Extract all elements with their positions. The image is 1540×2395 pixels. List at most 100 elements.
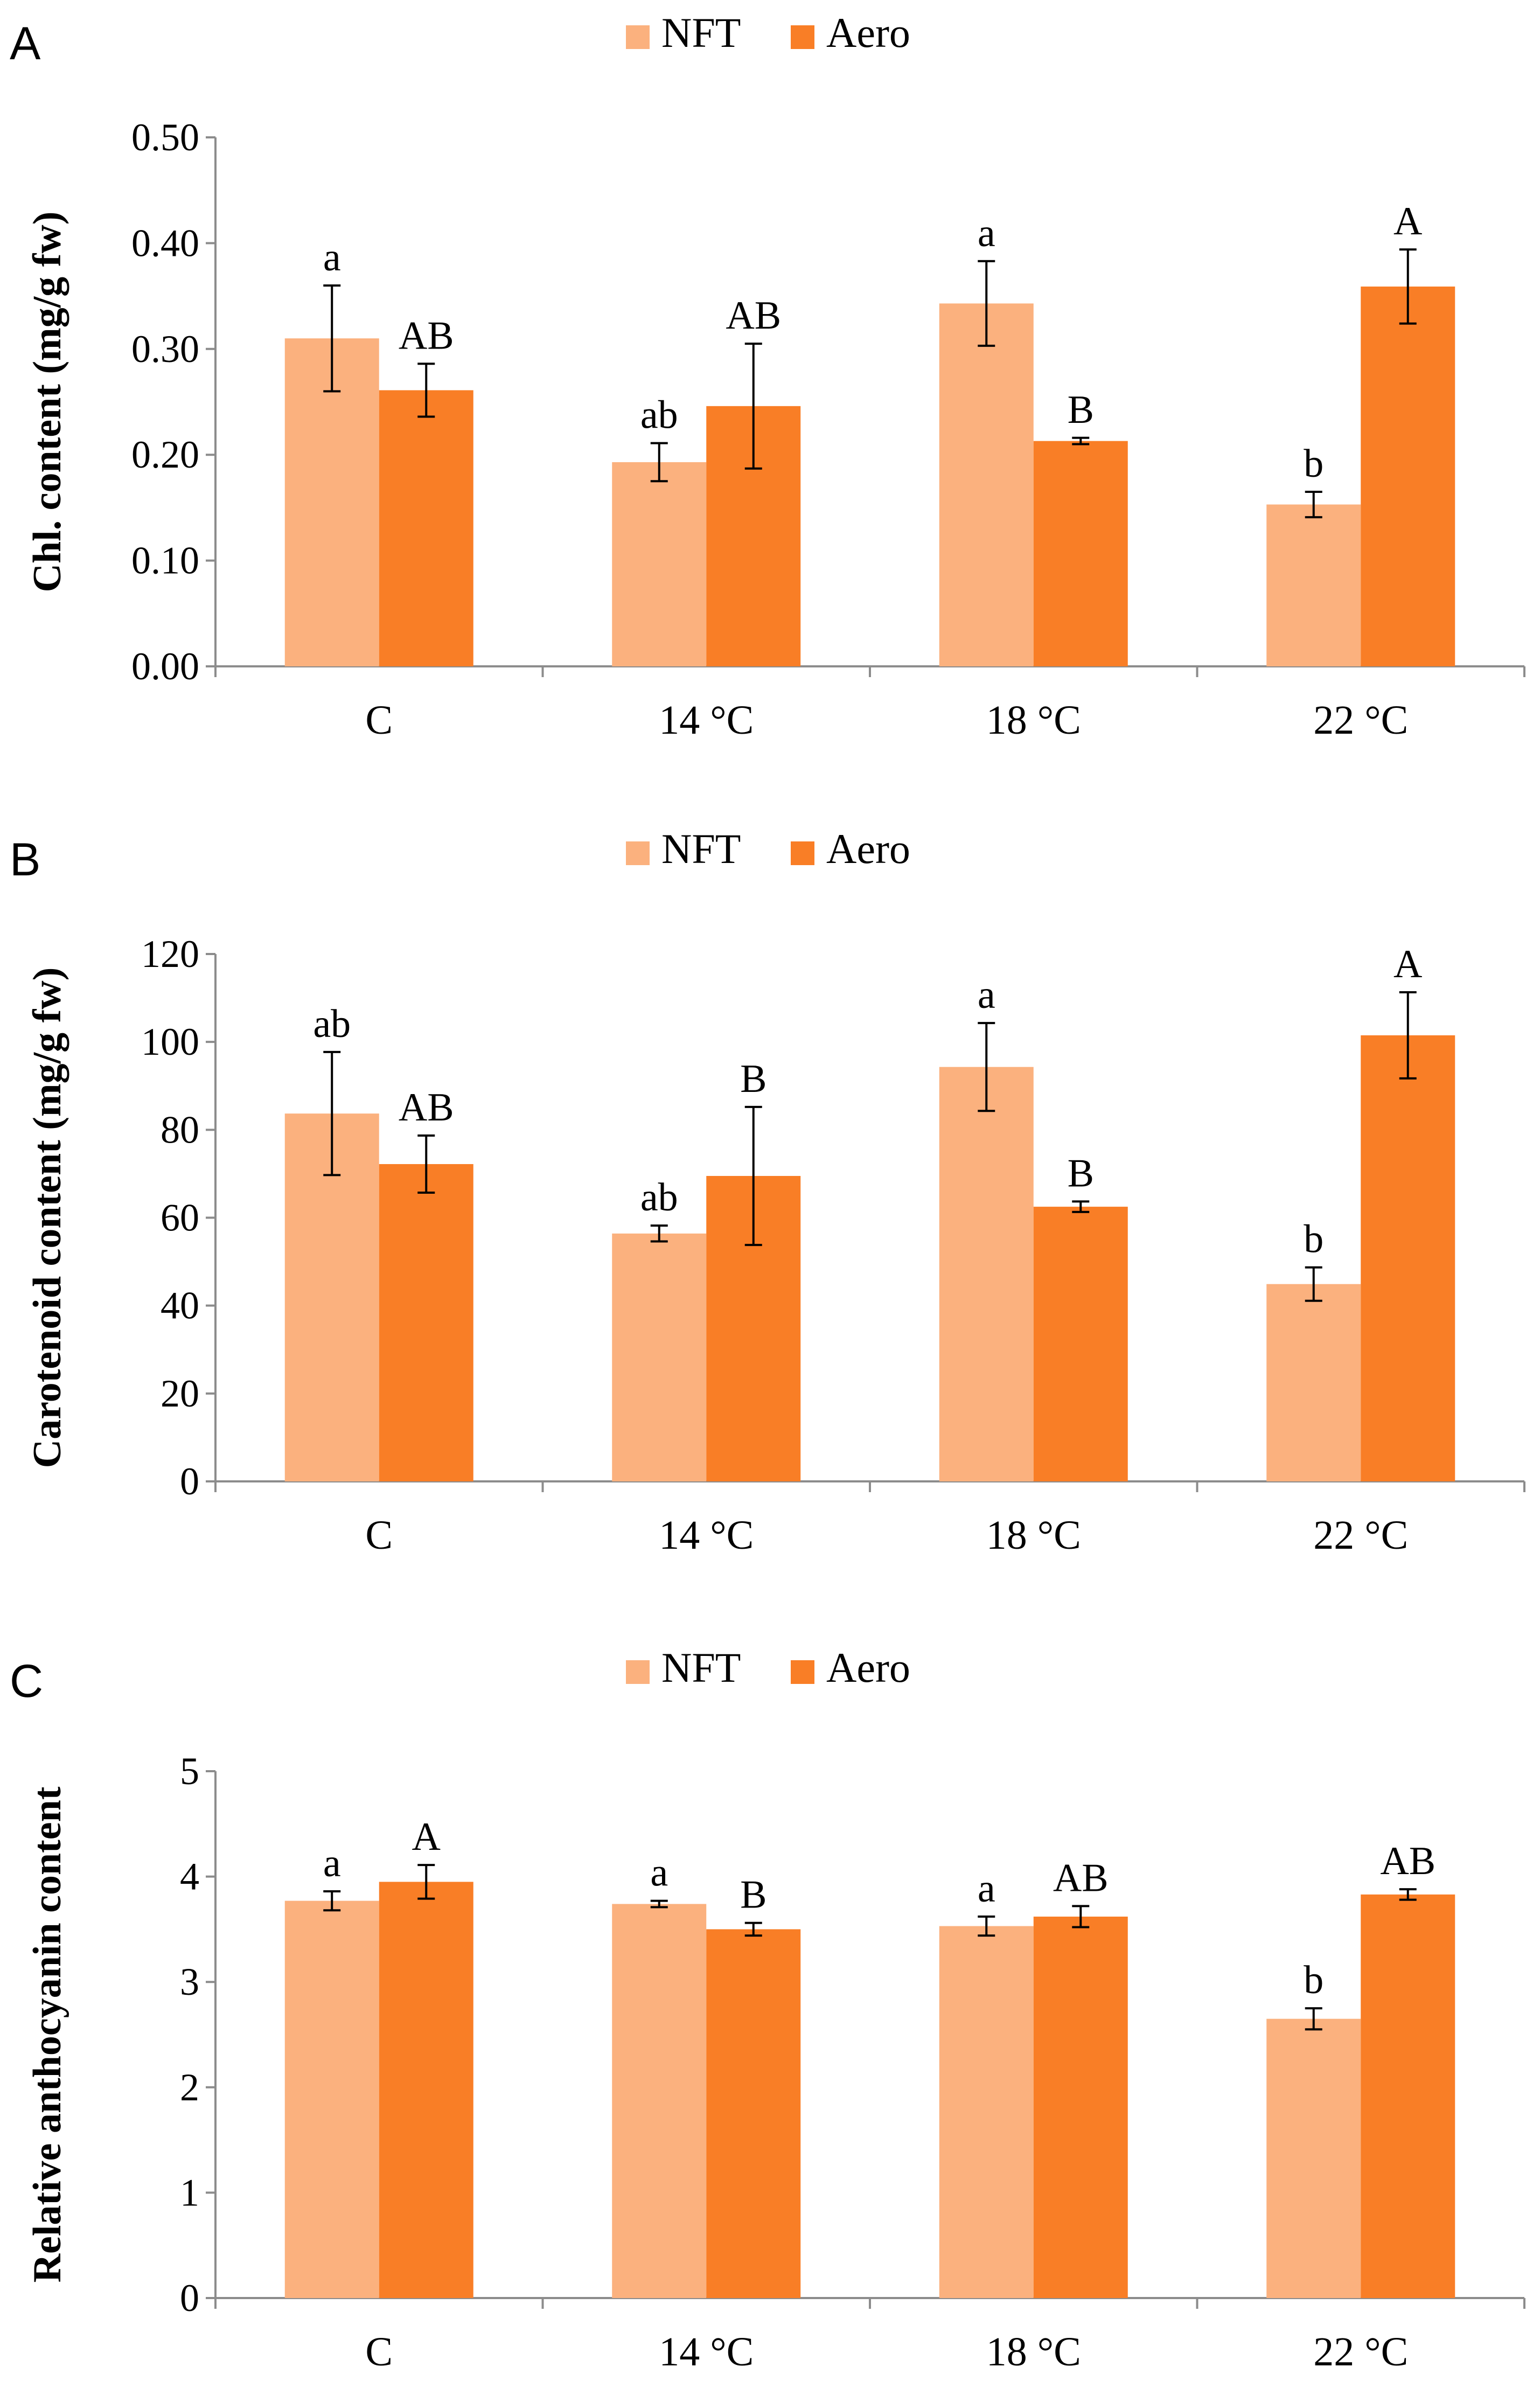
legend-label-aero: Aero	[826, 9, 910, 56]
x-category-label: 14 °C	[659, 1513, 754, 1558]
bar-nft	[1266, 504, 1361, 666]
significance-label: ab	[313, 1002, 351, 1046]
significance-label: B	[1068, 388, 1094, 432]
y-tick-label: 0	[180, 2276, 199, 2320]
significance-label: a	[323, 1841, 341, 1885]
y-tick-label: 80	[161, 1108, 199, 1151]
bar-nft	[612, 1233, 707, 1481]
significance-label: AB	[399, 1085, 454, 1130]
significance-label: a	[978, 1867, 995, 1911]
x-category-label: C	[365, 698, 393, 743]
legend-swatch-aero	[791, 1660, 814, 1684]
y-tick-label: 0.50	[131, 116, 199, 159]
bar-aero	[1033, 1916, 1128, 2298]
x-category-label: C	[365, 2329, 393, 2375]
y-tick-label: 40	[161, 1284, 199, 1327]
bar-nft	[939, 1926, 1034, 2298]
bar-nft	[1266, 2018, 1361, 2298]
significance-label: B	[740, 1057, 766, 1101]
x-category-label: 18 °C	[986, 698, 1081, 743]
panel-letter: A	[10, 18, 41, 69]
y-tick-label: 0.30	[131, 328, 199, 371]
y-tick-label: 5	[180, 1750, 199, 1793]
legend-swatch-nft	[626, 1660, 650, 1684]
y-tick-label: 60	[161, 1196, 199, 1240]
panel-letter: C	[10, 1655, 43, 1707]
significance-label: A	[1393, 199, 1422, 243]
significance-label: b	[1304, 442, 1323, 486]
significance-label: B	[740, 1873, 766, 1917]
y-axis-title: Chl. content (mg/g fw)	[25, 211, 69, 592]
bar-aero	[379, 1882, 473, 2298]
legend-label-nft: NFT	[661, 9, 741, 56]
bar-aero	[1361, 1035, 1455, 1481]
significance-label: AB	[1380, 1839, 1436, 1883]
panel-letter: B	[10, 834, 40, 886]
significance-label: a	[323, 235, 341, 280]
bar-aero	[379, 390, 473, 666]
bar-aero	[1361, 1894, 1455, 2298]
legend-label-nft: NFT	[661, 1644, 741, 1691]
bar-nft	[612, 1904, 707, 2298]
y-tick-label: 0.40	[131, 221, 199, 264]
legend: NFT Aero	[626, 825, 910, 872]
bar-nft	[284, 338, 379, 666]
bar-nft	[939, 303, 1034, 666]
y-tick-label: 0.10	[131, 539, 199, 582]
significance-label: ab	[640, 1175, 678, 1220]
x-category-label: 22 °C	[1313, 1513, 1408, 1558]
x-category-label: 18 °C	[986, 2329, 1081, 2375]
x-category-label: 14 °C	[659, 698, 754, 743]
panel-c: C NFT Aero 0 1 2 3 4 5 Relative anthocyanin conte…	[10, 1644, 1525, 2375]
y-tick-label: 0.20	[131, 433, 199, 476]
bar-aero	[706, 1929, 801, 2298]
x-category-label: 22 °C	[1313, 698, 1408, 743]
significance-label: B	[1068, 1151, 1094, 1195]
significance-label: AB	[726, 294, 781, 338]
y-tick-label: 0	[180, 1460, 199, 1503]
significance-label: A	[412, 1815, 441, 1859]
bar-aero	[1361, 286, 1455, 666]
y-tick-label: 20	[161, 1372, 199, 1415]
bar-nft	[284, 1900, 379, 2298]
legend: NFT Aero	[626, 1644, 910, 1691]
legend-label-aero: Aero	[826, 825, 910, 872]
panel-b: B NFT Aero 0 20 40 60 80 100 120 Carotenoid conten…	[10, 825, 1525, 1558]
legend-swatch-nft	[626, 25, 650, 49]
significance-label: AB	[399, 314, 454, 358]
x-category-label: 18 °C	[986, 1513, 1081, 1558]
x-category-label: 22 °C	[1313, 2329, 1408, 2375]
y-tick-label: 120	[141, 932, 199, 976]
bar-nft	[612, 462, 707, 666]
significance-label: b	[1304, 1217, 1323, 1262]
significance-label: a	[978, 973, 995, 1017]
significance-label: b	[1304, 1958, 1323, 2002]
legend: NFT Aero	[626, 9, 910, 56]
legend-label-nft: NFT	[661, 825, 741, 872]
significance-label: AB	[1053, 1856, 1109, 1900]
y-tick-label: 1	[180, 2171, 199, 2214]
legend-swatch-aero	[791, 25, 814, 49]
y-tick-label: 3	[180, 1960, 199, 2003]
legend-swatch-nft	[626, 841, 650, 865]
y-tick-label: 4	[180, 1855, 199, 1898]
legend-label-aero: Aero	[826, 1644, 910, 1691]
x-category-label: C	[365, 1513, 393, 1558]
x-category-label: 14 °C	[659, 2329, 754, 2375]
bar-aero	[379, 1164, 473, 1481]
y-axis-title: Carotenoid content (mg/g fw)	[25, 967, 69, 1468]
panel-a: A NFT Aero 0.00 0.10 0.20 0.30 0.40 0.50 Chl. con…	[10, 9, 1525, 743]
bar-nft	[939, 1067, 1034, 1481]
legend-swatch-aero	[791, 841, 814, 865]
y-tick-label: 100	[141, 1020, 199, 1063]
y-tick-label: 0.00	[131, 645, 199, 688]
significance-label: ab	[640, 393, 678, 437]
significance-label: a	[650, 1851, 668, 1895]
bar-aero	[1033, 441, 1128, 666]
y-tick-label: 2	[180, 2066, 199, 2109]
bar-nft	[1266, 1284, 1361, 1481]
y-axis-title: Relative anthocyanin content	[25, 1786, 69, 2282]
bar-aero	[1033, 1207, 1128, 1481]
significance-label: A	[1393, 942, 1422, 986]
